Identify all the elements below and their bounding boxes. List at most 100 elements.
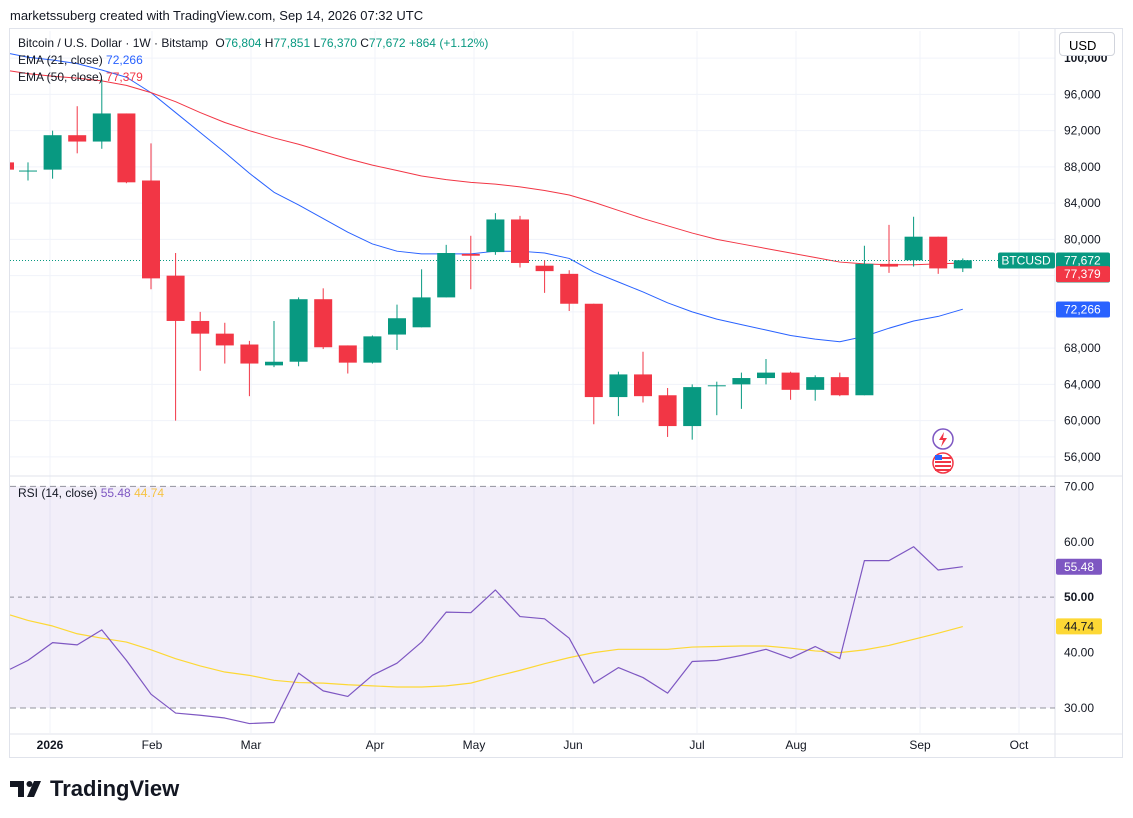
currency-button[interactable]: USD — [1059, 32, 1115, 56]
chart-attribution: marketssuberg created with TradingView.c… — [10, 8, 424, 23]
candle — [461, 235, 480, 290]
ema50-badge-bg — [1056, 266, 1110, 283]
candle-body — [314, 299, 333, 348]
candle — [191, 311, 210, 371]
candle-body — [732, 378, 751, 385]
candle-body — [265, 361, 283, 366]
price-tick-label: 88,000 — [1064, 160, 1101, 174]
price-tick-label: 92,000 — [1064, 124, 1101, 138]
candle-body — [191, 320, 210, 334]
candle — [658, 388, 677, 437]
candle-body — [880, 263, 898, 267]
price-tick-label: 96,000 — [1064, 87, 1101, 101]
candle — [215, 322, 234, 364]
candle-body — [658, 395, 677, 427]
price-tick-label: 60,000 — [1064, 414, 1101, 428]
legend-close: 77,672 — [368, 36, 406, 50]
legend-ema21-row: EMA (21, close) 72,266 — [18, 53, 143, 67]
candle-body — [68, 135, 87, 142]
candle — [511, 215, 529, 268]
ema21-badge: 72,266 — [1064, 302, 1101, 316]
candle — [117, 113, 136, 184]
price-tick-label: 84,000 — [1064, 196, 1101, 210]
rsi-ma-badge: 44.74 — [1064, 619, 1094, 633]
candle — [68, 106, 87, 154]
legend-ema21-value: 72,266 — [106, 53, 143, 67]
rsi-ma-line-lead — [9, 614, 29, 622]
rsi-pane — [9, 485, 1055, 725]
candle-body — [338, 345, 357, 363]
candle — [781, 371, 800, 400]
brand: TradingView — [10, 776, 179, 805]
candle-body — [683, 387, 702, 427]
candle-body — [142, 180, 160, 279]
candle — [609, 371, 628, 417]
candle-body — [953, 260, 972, 269]
candle — [929, 236, 948, 274]
flag-canton — [935, 455, 942, 460]
price-tick-label: 56,000 — [1064, 450, 1101, 464]
candle — [92, 79, 111, 149]
candle — [166, 253, 185, 421]
time-tick-label: Aug — [785, 738, 806, 752]
price-tick-label: 64,000 — [1064, 377, 1101, 391]
candle-body — [904, 236, 923, 261]
candle — [732, 372, 751, 409]
legend-rsi-row: RSI (14, close) 55.48 44.74 — [18, 486, 164, 500]
symbol-tag: BTCUSD — [1001, 254, 1051, 268]
candle — [338, 345, 357, 374]
time-tick-label: May — [463, 738, 486, 752]
candle-body — [560, 273, 579, 304]
candle-body — [486, 219, 505, 253]
time-tick-label: Oct — [1010, 738, 1029, 752]
candle — [806, 375, 825, 401]
candle — [683, 384, 702, 440]
candle-body — [806, 377, 825, 390]
candle — [43, 130, 62, 179]
candle-body — [215, 333, 234, 346]
legend-open: 76,804 — [224, 36, 262, 50]
time-tick-label: 2026 — [37, 738, 64, 752]
rsi-tick-label: 30.00 — [1064, 701, 1094, 715]
legend-high: 77,851 — [273, 36, 311, 50]
candle — [757, 359, 775, 385]
candle-body — [437, 253, 456, 298]
candle — [707, 381, 726, 416]
rsi-tick-label: 60.00 — [1064, 535, 1094, 549]
candle — [412, 269, 431, 328]
candle-body — [117, 113, 136, 183]
ema50-line — [9, 70, 963, 266]
candle-body — [929, 236, 948, 269]
rsi-badge: 55.48 — [1064, 560, 1094, 574]
candle-body — [707, 385, 726, 387]
legend-ema50-row: EMA (50, close) 77,379 — [18, 70, 143, 84]
candle-body — [855, 263, 874, 396]
candle-body — [363, 336, 382, 363]
candle-body — [166, 275, 185, 321]
legend-c-label: C — [360, 36, 369, 50]
rsi-badge-bg — [1056, 558, 1102, 575]
symbol-tag-bg — [998, 252, 1055, 269]
legend-change: +864 (+1.12%) — [408, 36, 489, 50]
rsi-line-lead — [9, 659, 29, 670]
ema21-line — [9, 53, 963, 343]
candle — [634, 351, 652, 403]
time-tick-label: Jun — [563, 738, 582, 752]
time-tick-label: Mar — [241, 738, 262, 752]
rsi-line — [27, 546, 963, 725]
chart-frame — [9, 28, 1123, 758]
candle — [584, 303, 603, 425]
legend-h-label: H — [264, 36, 274, 50]
price-tick-label: 68,000 — [1064, 341, 1101, 355]
candle — [363, 335, 382, 364]
time-tick-label: Jul — [689, 738, 704, 752]
candle — [486, 213, 505, 255]
brand-name: TradingView — [50, 776, 180, 801]
candle — [19, 162, 37, 181]
rsi-tick-label: 40.00 — [1064, 646, 1094, 660]
ema21-badge-bg — [1056, 301, 1110, 318]
candle-body — [289, 299, 308, 362]
candle — [265, 320, 283, 368]
